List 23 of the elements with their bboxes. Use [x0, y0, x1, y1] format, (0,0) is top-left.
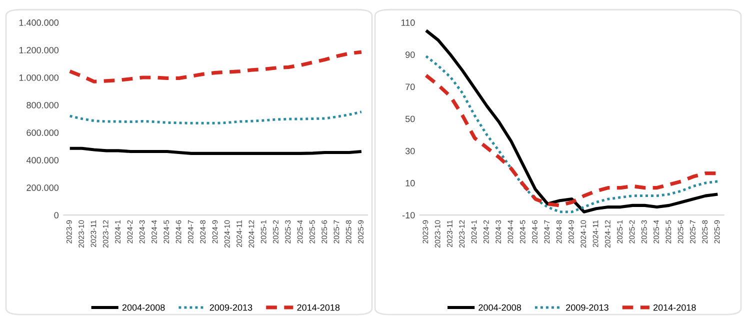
- y-tick-label: 0: [54, 212, 59, 218]
- y-tick-label: 10: [406, 180, 415, 186]
- y-tick-label: 200.000: [26, 184, 59, 191]
- y-tick-label: 30: [405, 148, 415, 154]
- y-tick-label: 1.400.000: [19, 19, 59, 26]
- line-series: [68, 110, 363, 124]
- y-tick-label: 50: [405, 116, 415, 122]
- legend-label: 2014-2018: [297, 304, 340, 311]
- legend-label: 2004-2008: [478, 304, 522, 311]
- y-tick-label: 600.000: [26, 129, 59, 136]
- y-tick-label: 1.000.000: [19, 74, 59, 81]
- y-tick-label: 1.200.000: [19, 46, 59, 54]
- y-tick-label: 70: [406, 84, 415, 90]
- legend-label: 2009-2013: [210, 304, 252, 311]
- y-tick-label: 400.000: [26, 157, 59, 164]
- legend-label: 2014-2018: [653, 304, 696, 311]
- legend-label: 2004-2008: [122, 304, 165, 311]
- y-tick-label: 800.000: [26, 102, 59, 108]
- legend-label: 2009-2013: [566, 304, 608, 311]
- y-tick-label: 110: [401, 19, 415, 26]
- y-tick-label: 90: [406, 52, 415, 58]
- y-tick-label: -10: [402, 212, 415, 218]
- line-series: [68, 50, 364, 84]
